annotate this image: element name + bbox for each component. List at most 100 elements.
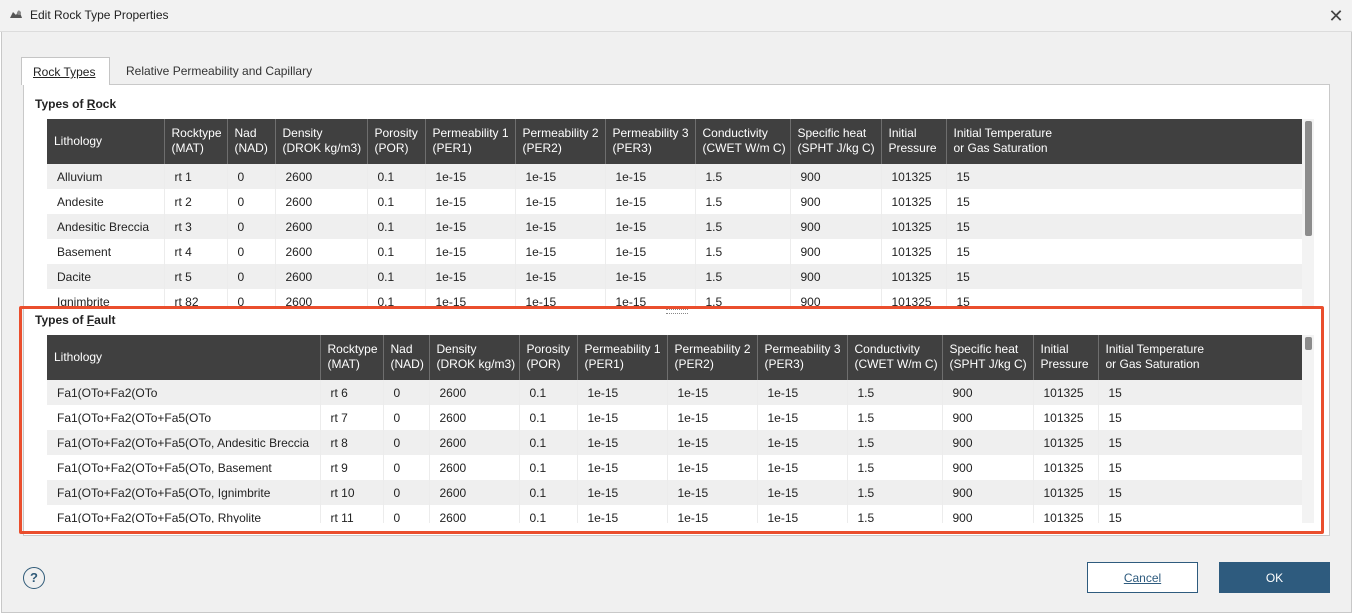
fault-table-scroll-thumb[interactable] xyxy=(1305,337,1312,350)
table-row[interactable]: Fa1(OTo+Fa2(OTo+Fa5(OTo, Rhyolite rt 11 0 2… xyxy=(47,505,1302,523)
cell-porosity[interactable]: 0.1 xyxy=(367,289,426,306)
rock-header-permeability-1[interactable]: Permeability 1 (PER1) xyxy=(425,119,516,164)
table-row[interactable]: Fa1(OTo+Fa2(OTo+Fa5(OTo, Ignimbrite rt 10… xyxy=(47,480,1302,505)
cell-porosity[interactable]: 0.1 xyxy=(519,505,578,523)
tab-rock-types[interactable]: Rock Types xyxy=(21,57,110,85)
cell-permeability-1[interactable]: 1e-15 xyxy=(577,380,668,405)
cell-initial-temperature[interactable]: 15 xyxy=(946,239,1302,264)
cell-density[interactable]: 2600 xyxy=(429,455,520,480)
cell-porosity[interactable]: 0.1 xyxy=(367,214,426,239)
cell-rocktype[interactable]: rt 6 xyxy=(320,380,384,405)
cell-permeability-1[interactable]: 1e-15 xyxy=(577,405,668,430)
cell-initial-temperature[interactable]: 15 xyxy=(1098,380,1302,405)
cell-specific-heat[interactable]: 900 xyxy=(790,189,882,214)
cell-initial-temperature[interactable]: 15 xyxy=(946,289,1302,306)
cell-rocktype[interactable]: rt 4 xyxy=(164,239,228,264)
cell-permeability-3[interactable]: 1e-15 xyxy=(605,214,696,239)
cell-density[interactable]: 2600 xyxy=(429,380,520,405)
cell-permeability-2[interactable]: 1e-15 xyxy=(515,214,606,239)
cell-initial-temperature[interactable]: 15 xyxy=(1098,455,1302,480)
cell-conductivity[interactable]: 1.5 xyxy=(695,164,791,189)
cell-nad[interactable]: 0 xyxy=(227,239,276,264)
cell-permeability-1[interactable]: 1e-15 xyxy=(577,455,668,480)
cell-density[interactable]: 2600 xyxy=(429,405,520,430)
cell-density[interactable]: 2600 xyxy=(275,214,368,239)
fault-header-permeability-1[interactable]: Permeability 1 (PER1) xyxy=(577,335,668,380)
cell-permeability-2[interactable]: 1e-15 xyxy=(515,264,606,289)
cell-nad[interactable]: 0 xyxy=(227,289,276,306)
cell-rocktype[interactable]: rt 5 xyxy=(164,264,228,289)
cell-conductivity[interactable]: 1.5 xyxy=(847,505,943,523)
cell-specific-heat[interactable]: 900 xyxy=(790,214,882,239)
cell-density[interactable]: 2600 xyxy=(275,164,368,189)
cell-nad[interactable]: 0 xyxy=(227,214,276,239)
cell-porosity[interactable]: 0.1 xyxy=(519,455,578,480)
cell-initial-temperature[interactable]: 15 xyxy=(946,164,1302,189)
cell-permeability-3[interactable]: 1e-15 xyxy=(605,289,696,306)
cell-conductivity[interactable]: 1.5 xyxy=(847,430,943,455)
cell-nad[interactable]: 0 xyxy=(383,505,430,523)
cell-nad[interactable]: 0 xyxy=(227,164,276,189)
cell-lithology[interactable]: Ignimbrite xyxy=(47,289,165,306)
cell-initial-pressure[interactable]: 101325 xyxy=(1033,480,1099,505)
cell-permeability-3[interactable]: 1e-15 xyxy=(605,264,696,289)
cell-nad[interactable]: 0 xyxy=(383,455,430,480)
cell-lithology[interactable]: Alluvium xyxy=(47,164,165,189)
cell-permeability-2[interactable]: 1e-15 xyxy=(515,189,606,214)
fault-header-initial-temperature[interactable]: Initial Temperature or Gas Saturation xyxy=(1098,335,1302,380)
cell-conductivity[interactable]: 1.5 xyxy=(695,189,791,214)
cell-conductivity[interactable]: 1.5 xyxy=(695,214,791,239)
cell-porosity[interactable]: 0.1 xyxy=(519,430,578,455)
table-row[interactable]: Alluvium rt 1 0 2600 0.1 1e-15 1e-15 1e-15 1.5 90… xyxy=(47,164,1302,189)
cell-nad[interactable]: 0 xyxy=(383,430,430,455)
fault-header-specific-heat[interactable]: Specific heat (SPHT J/kg C) xyxy=(942,335,1034,380)
cell-rocktype[interactable]: rt 2 xyxy=(164,189,228,214)
cell-initial-pressure[interactable]: 101325 xyxy=(1033,455,1099,480)
cell-initial-pressure[interactable]: 101325 xyxy=(881,189,947,214)
tab-relative-permeability[interactable]: Relative Permeability and Capillary Pres… xyxy=(126,64,313,106)
cell-lithology[interactable]: Fa1(OTo+Fa2(OTo xyxy=(47,380,321,405)
cell-conductivity[interactable]: 1.5 xyxy=(847,455,943,480)
rock-table-scroll-thumb[interactable] xyxy=(1305,121,1312,236)
cell-specific-heat[interactable]: 900 xyxy=(790,239,882,264)
cell-porosity[interactable]: 0.1 xyxy=(519,480,578,505)
cancel-button[interactable]: Cancel xyxy=(1087,562,1198,593)
cell-lithology[interactable]: Fa1(OTo+Fa2(OTo+Fa5(OTo, Basement xyxy=(47,455,321,480)
cell-permeability-3[interactable]: 1e-15 xyxy=(757,405,848,430)
table-row[interactable]: Andesite rt 2 0 2600 0.1 1e-15 1e-15 1e-15 1.5 90… xyxy=(47,189,1302,214)
rock-header-density[interactable]: Density (DROK kg/m3) xyxy=(275,119,368,164)
close-icon[interactable]: ✕ xyxy=(1328,6,1344,26)
cell-permeability-1[interactable]: 1e-15 xyxy=(577,480,668,505)
rock-table-scrollbar[interactable] xyxy=(1302,119,1314,306)
table-row[interactable]: Basement rt 4 0 2600 0.1 1e-15 1e-15 1e-15 1.5 90… xyxy=(47,239,1302,264)
cell-rocktype[interactable]: rt 9 xyxy=(320,455,384,480)
cell-lithology[interactable]: Fa1(OTo+Fa2(OTo+Fa5(OTo, Rhyolite xyxy=(47,505,321,523)
cell-permeability-2[interactable]: 1e-15 xyxy=(667,405,758,430)
table-row[interactable]: Fa1(OTo+Fa2(OTo rt 6 0 2600 0.1 1e-15 1e-15 1e-… xyxy=(47,380,1302,405)
cell-permeability-1[interactable]: 1e-15 xyxy=(577,430,668,455)
cell-permeability-3[interactable]: 1e-15 xyxy=(757,505,848,523)
cell-nad[interactable]: 0 xyxy=(383,405,430,430)
fault-header-lithology[interactable]: Lithology xyxy=(47,335,321,380)
cell-permeability-2[interactable]: 1e-15 xyxy=(515,164,606,189)
cell-initial-temperature[interactable]: 15 xyxy=(1098,505,1302,523)
cell-porosity[interactable]: 0.1 xyxy=(519,380,578,405)
table-row[interactable]: Andesitic Breccia rt 3 0 2600 0.1 1e-15 1e-15 1… xyxy=(47,214,1302,239)
cell-permeability-1[interactable]: 1e-15 xyxy=(425,239,516,264)
cell-rocktype[interactable]: rt 3 xyxy=(164,214,228,239)
cell-porosity[interactable]: 0.1 xyxy=(367,164,426,189)
cell-rocktype[interactable]: rt 10 xyxy=(320,480,384,505)
rock-header-permeability-3[interactable]: Permeability 3 (PER3) xyxy=(605,119,696,164)
cell-rocktype[interactable]: rt 82 xyxy=(164,289,228,306)
table-row[interactable]: Fa1(OTo+Fa2(OTo+Fa5(OTo, Andesitic Brecc… xyxy=(47,430,1302,455)
cell-density[interactable]: 2600 xyxy=(275,289,368,306)
cell-conductivity[interactable]: 1.5 xyxy=(695,264,791,289)
cell-nad[interactable]: 0 xyxy=(383,380,430,405)
cell-permeability-3[interactable]: 1e-15 xyxy=(757,380,848,405)
cell-density[interactable]: 2600 xyxy=(275,189,368,214)
cell-lithology[interactable]: Andesitic Breccia xyxy=(47,214,165,239)
fault-header-porosity[interactable]: Porosity (POR) xyxy=(519,335,578,380)
cell-permeability-2[interactable]: 1e-15 xyxy=(515,289,606,306)
cell-permeability-1[interactable]: 1e-15 xyxy=(425,289,516,306)
cell-conductivity[interactable]: 1.5 xyxy=(847,480,943,505)
